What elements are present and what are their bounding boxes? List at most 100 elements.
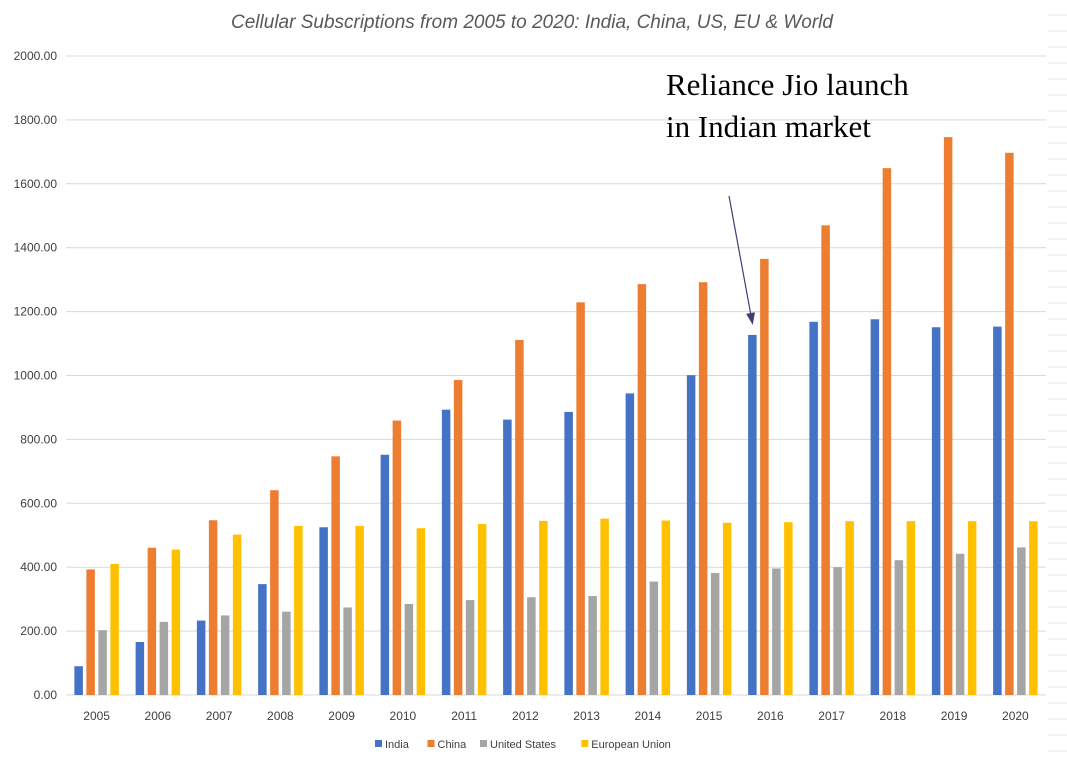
bar-india [258,584,267,695]
bar-china [637,284,647,695]
bar-china [760,258,769,695]
y-tick-label: 800.00 [20,432,57,446]
bar-china [515,340,524,695]
bar-european-union [477,524,487,695]
bar-china [270,490,279,695]
x-tick-label: 2006 [145,709,172,723]
legend-label: United States [490,739,557,751]
x-tick-label: 2008 [267,709,294,723]
legend-label: India [385,739,410,751]
x-tick-label: 2013 [573,709,600,723]
bar-india [870,319,880,695]
x-tick-label: 2020 [1002,709,1029,723]
bar-china [698,282,708,695]
bar-european-union [661,520,671,695]
bar-european-union [1029,521,1038,695]
bar-united-states [588,595,597,695]
x-tick-label: 2011 [451,709,477,723]
bar-india [931,327,941,695]
bar-china [392,420,402,695]
annotation-arrow-line [728,195,753,324]
y-tick-label: 1800.00 [14,113,58,127]
bar-european-union [539,520,548,695]
bar-european-union [416,528,426,695]
bar-india [809,321,818,695]
legend-swatch [375,740,382,747]
x-tick-label: 2016 [757,709,784,723]
bar-united-states [159,621,169,695]
legend-swatch [480,740,487,747]
bar-united-states [710,572,720,695]
bar-india [748,334,757,695]
y-tick-label: 600.00 [20,496,57,510]
bar-european-union [232,534,242,695]
legend-swatch [427,740,435,747]
x-tick-label: 2015 [696,709,723,723]
bars [74,137,1038,696]
tick-labels: 0.00 200.00 400.00 600.00 800.00 1000.00 1200.… [14,49,1029,723]
y-tick-label: 200.00 [20,624,57,638]
x-tick-label: 2019 [941,709,968,723]
bar-india [686,375,696,695]
bar-india [503,419,512,695]
bar-china [86,569,95,695]
right-edge-strip [1048,0,1067,764]
y-tick-label: 2000.00 [14,49,58,63]
bar-european-union [784,522,793,695]
annotation-arrow [728,195,755,325]
legend-label: China [438,739,468,751]
bar-united-states [894,560,904,695]
bar-european-union [845,521,854,695]
bar-united-states [1017,547,1026,695]
chart-title: Cellular Subscriptions from 2005 to 2020… [231,12,833,33]
bar-united-states [98,630,107,695]
bar-india [135,641,145,695]
bar-india [319,527,328,695]
y-tick-label: 1200.00 [14,305,58,319]
bar-china [943,137,953,695]
bar-united-states [343,607,352,695]
bar-united-states [649,581,659,695]
bar-united-states [527,597,536,695]
y-tick-label: 1400.00 [14,241,58,255]
x-tick-label: 2017 [818,709,845,723]
bar-united-states [282,611,291,695]
bar-china [453,379,463,695]
bar-china [208,520,218,695]
x-tick-label: 2007 [206,709,233,723]
legend-label: European Union [591,739,671,751]
bar-china [1005,152,1014,696]
bar-china [147,547,157,695]
annotation-arrow-head [746,312,755,325]
bar-china [576,302,585,695]
bar-china [331,456,340,695]
bar-european-union [355,525,364,695]
bar-india [196,620,206,695]
bar-european-union [294,525,303,695]
y-tick-label: 400.00 [20,560,57,574]
bar-india [380,454,390,695]
bar-china [882,168,892,695]
bar-united-states [833,567,842,695]
legend-swatch [581,740,589,747]
y-tick-label: 1000.00 [14,369,58,383]
x-tick-label: 2005 [83,709,110,723]
bar-china [821,225,830,695]
bar-india [993,326,1002,695]
annotation-text: Reliance Jio launch in Indian market [666,67,909,144]
bar-united-states [465,600,475,695]
bar-united-states [955,553,965,695]
x-tick-label: 2018 [880,709,907,723]
bar-european-union [906,521,916,695]
bar-india [441,409,451,695]
bar-united-states [404,603,414,695]
bar-european-union [171,549,181,695]
bar-india [74,666,83,695]
bar-european-union [722,522,732,695]
bar-united-states [220,615,230,695]
y-tick-label: 0.00 [34,688,58,702]
bar-india [564,411,573,695]
bar-india [625,393,635,695]
x-tick-label: 2010 [390,709,417,723]
